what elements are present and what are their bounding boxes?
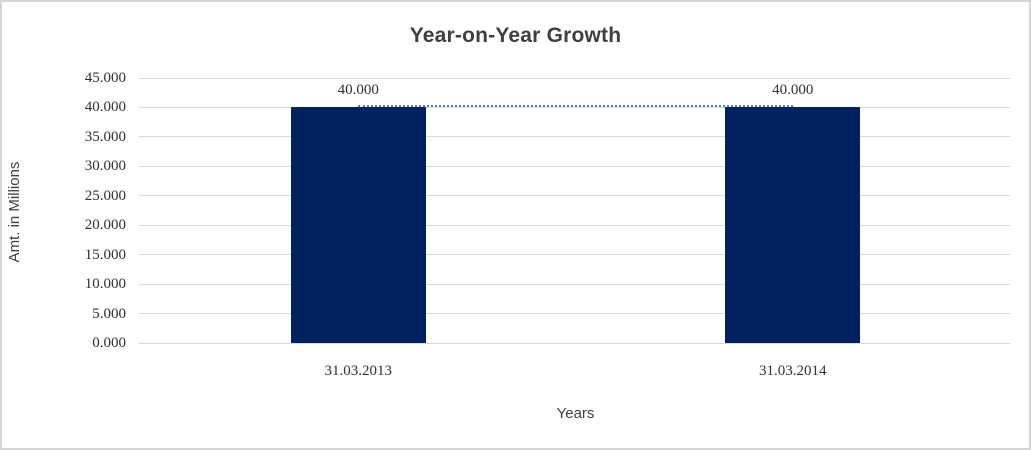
y-axis-tick bbox=[139, 195, 153, 197]
x-tick-label: 31.03.2013 bbox=[324, 363, 393, 379]
chart-title: Year-on-Year Growth bbox=[409, 24, 622, 47]
y-tick-label: 0.000 bbox=[92, 335, 126, 351]
y-axis-tick bbox=[139, 283, 153, 285]
y-axis-tick bbox=[139, 254, 153, 256]
gridline bbox=[141, 77, 1010, 79]
trend-line bbox=[358, 105, 793, 108]
y-axis-tick bbox=[139, 342, 153, 344]
y-tick-label: 5.000 bbox=[92, 305, 126, 322]
y-axis-tick bbox=[139, 77, 153, 79]
bar[interactable] bbox=[290, 107, 426, 343]
x-tick-label: 31.03.2014 bbox=[759, 363, 827, 379]
gridline bbox=[141, 106, 1010, 108]
y-tick-label: 10.000 bbox=[84, 276, 126, 293]
gridline bbox=[141, 224, 1010, 226]
bar-value-label: 40.000 bbox=[772, 82, 814, 99]
y-axis-tick bbox=[139, 106, 153, 108]
gridline bbox=[141, 254, 1010, 256]
y-tick-label: 20.000 bbox=[84, 217, 126, 234]
y-tick-label: 30.000 bbox=[84, 158, 126, 175]
y-tick-label: 15.000 bbox=[84, 246, 126, 263]
gridline bbox=[141, 342, 1010, 344]
gridline bbox=[141, 165, 1010, 167]
y-tick-label: 40.000 bbox=[84, 99, 126, 116]
y-tick-label: 25.000 bbox=[84, 187, 126, 204]
y-axis-tick bbox=[139, 313, 153, 315]
plot-area bbox=[139, 77, 1010, 344]
y-tick-label: 35.000 bbox=[84, 128, 126, 145]
y-axis-tick bbox=[139, 165, 153, 167]
gridline bbox=[141, 313, 1010, 315]
gridline bbox=[141, 136, 1010, 138]
y-tick-label: 45.000 bbox=[84, 70, 126, 86]
y-axis-tick bbox=[139, 224, 153, 226]
bar[interactable] bbox=[725, 107, 861, 343]
x-axis-title: Years bbox=[556, 405, 595, 422]
bar-value-label: 40.000 bbox=[337, 82, 379, 99]
y-axis-tick bbox=[139, 136, 153, 138]
gridline bbox=[141, 283, 1010, 285]
gridline bbox=[141, 195, 1010, 197]
